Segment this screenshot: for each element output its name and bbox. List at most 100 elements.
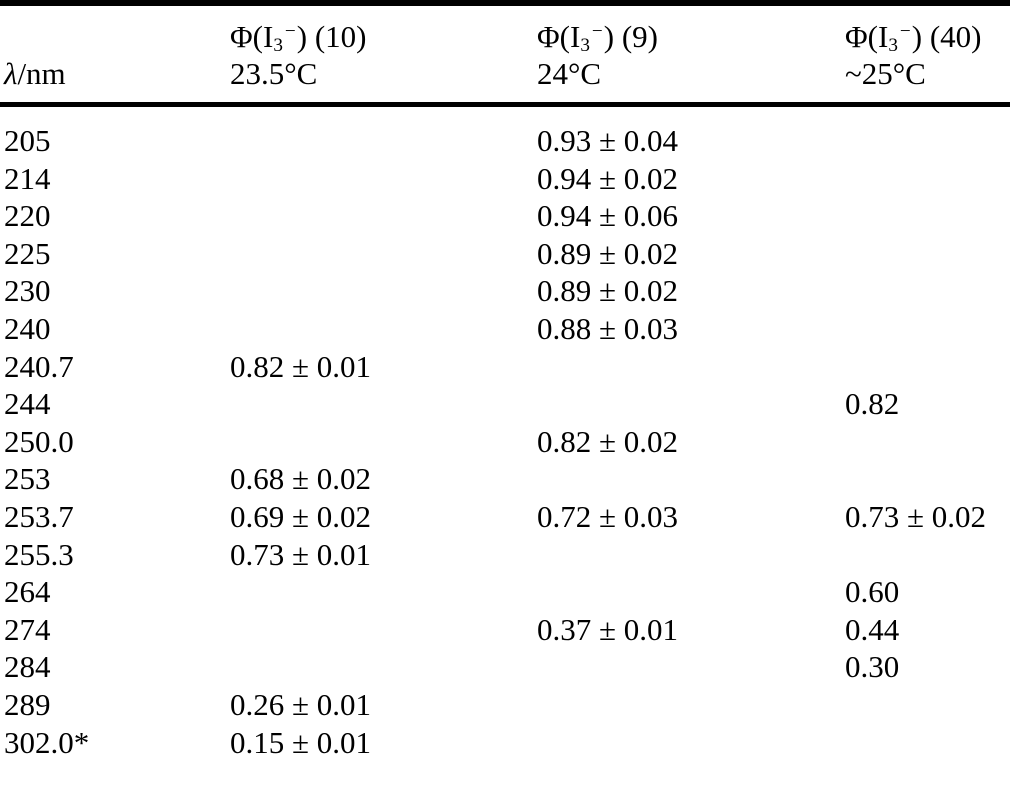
- table-row: 274 0.37 ± 0.01 0.44: [0, 611, 1010, 649]
- value-cell: [533, 648, 841, 686]
- value-cell: 0.60: [845, 574, 900, 610]
- value-cell: 0.94 ± 0.02: [537, 160, 679, 196]
- superscript-minus: −: [899, 21, 911, 43]
- value-cell: 0.82 ± 0.02: [537, 423, 679, 459]
- value-cell: 0.68 ± 0.02: [230, 461, 372, 497]
- value-cell: [533, 385, 841, 423]
- value-cell: [841, 105, 1010, 160]
- col-header-phi-ref40: Φ(I3−) (40) ~25°C: [841, 3, 1010, 105]
- subscript-3: 3: [580, 35, 590, 57]
- table-row: 284 0.30: [0, 648, 1010, 686]
- wavelength-cell: 250.0: [4, 423, 74, 459]
- wavelength-cell: 225: [4, 235, 51, 271]
- table-row: 240 0.88 ± 0.03: [0, 310, 1010, 348]
- table-row: 289 0.26 ± 0.01: [0, 686, 1010, 724]
- table-body: 205 0.93 ± 0.04 214 0.94 ± 0.02 220 0.94 ± …: [0, 105, 1010, 762]
- value-cell: 0.73 ± 0.02: [845, 498, 987, 534]
- table-row: 302.0* 0.15 ± 0.01: [0, 724, 1010, 762]
- lambda-symbol: λ: [4, 56, 18, 91]
- wavelength-cell: 255.3: [4, 536, 74, 572]
- value-cell: 0.72 ± 0.03: [537, 498, 679, 534]
- value-cell: [533, 536, 841, 574]
- value-cell: 0.82 ± 0.01: [230, 348, 372, 384]
- quantum-yield-table: λ/nm Φ(I3−) (10) 23.5°C Φ(I3−) (9) 24°C …: [0, 0, 1010, 762]
- wavelength-cell: 253.7: [4, 498, 74, 534]
- header-row: λ/nm Φ(I3−) (10) 23.5°C Φ(I3−) (9) 24°C …: [0, 3, 1010, 105]
- value-cell: [226, 573, 533, 611]
- table-row: 240.7 0.82 ± 0.01: [0, 348, 1010, 386]
- table-header: λ/nm Φ(I3−) (10) 23.5°C Φ(I3−) (9) 24°C …: [0, 3, 1010, 105]
- table-row: 264 0.60: [0, 573, 1010, 611]
- wavelength-unit: /nm: [17, 56, 66, 91]
- value-cell: [841, 724, 1010, 762]
- value-cell: [226, 648, 533, 686]
- value-cell: [226, 385, 533, 423]
- value-cell: [226, 272, 533, 310]
- wavelength-cell: 264: [4, 574, 51, 610]
- wavelength-cell: 205: [4, 123, 51, 158]
- value-cell: 0.82: [845, 386, 900, 422]
- value-cell: [841, 686, 1010, 724]
- value-cell: [226, 105, 533, 160]
- table-row: 205 0.93 ± 0.04: [0, 105, 1010, 160]
- value-cell: [841, 423, 1010, 461]
- value-cell: [841, 197, 1010, 235]
- value-cell: [226, 197, 533, 235]
- col-header-wavelength: λ/nm: [0, 3, 226, 105]
- value-cell: 0.89 ± 0.02: [537, 273, 679, 309]
- value-cell: 0.73 ± 0.01: [230, 536, 372, 572]
- subscript-3: 3: [273, 35, 283, 57]
- value-cell: [841, 310, 1010, 348]
- phi-expr: Φ(I: [845, 19, 889, 54]
- value-cell: [841, 536, 1010, 574]
- wavelength-cell: 240: [4, 310, 51, 346]
- superscript-minus: −: [591, 21, 603, 43]
- table-row: 214 0.94 ± 0.02: [0, 160, 1010, 198]
- value-cell: [841, 235, 1010, 273]
- value-cell: [841, 160, 1010, 198]
- value-cell: [841, 460, 1010, 498]
- wavelength-cell: 220: [4, 198, 51, 234]
- table-row: 253 0.68 ± 0.02: [0, 460, 1010, 498]
- wavelength-cell: 253: [4, 461, 51, 497]
- value-cell: 0.69 ± 0.02: [230, 498, 372, 534]
- value-cell: [841, 348, 1010, 386]
- wavelength-cell: 230: [4, 273, 51, 309]
- value-cell: [533, 348, 841, 386]
- table-row: 244 0.82: [0, 385, 1010, 423]
- phi-ref: ) (10): [296, 19, 367, 54]
- value-cell: 0.30: [845, 649, 900, 685]
- col-header-phi-ref10: Φ(I3−) (10) 23.5°C: [226, 3, 533, 105]
- table-row: 255.3 0.73 ± 0.01: [0, 536, 1010, 574]
- value-cell: 0.93 ± 0.04: [537, 123, 679, 158]
- wavelength-cell: 214: [4, 160, 51, 196]
- temperature-label: ~25°C: [845, 56, 926, 91]
- value-cell: [226, 611, 533, 649]
- value-cell: 0.94 ± 0.06: [537, 198, 679, 234]
- wavelength-cell: 302.0*: [4, 724, 90, 760]
- wavelength-cell: 240.7: [4, 348, 74, 384]
- table-row: 220 0.94 ± 0.06: [0, 197, 1010, 235]
- value-cell: 0.89 ± 0.02: [537, 235, 679, 271]
- temperature-label: 24°C: [537, 56, 602, 91]
- value-cell: [533, 724, 841, 762]
- value-cell: 0.37 ± 0.01: [537, 611, 679, 647]
- col-header-phi-ref9: Φ(I3−) (9) 24°C: [533, 3, 841, 105]
- value-cell: 0.26 ± 0.01: [230, 686, 372, 722]
- value-cell: [226, 423, 533, 461]
- table-row: 225 0.89 ± 0.02: [0, 235, 1010, 273]
- value-cell: 0.88 ± 0.03: [537, 310, 679, 346]
- value-cell: [533, 573, 841, 611]
- phi-ref: ) (9): [603, 19, 658, 54]
- value-cell: [226, 160, 533, 198]
- wavelength-cell: 284: [4, 649, 51, 685]
- phi-expr: Φ(I: [230, 19, 274, 54]
- value-cell: [226, 235, 533, 273]
- value-cell: [841, 272, 1010, 310]
- wavelength-cell: 274: [4, 611, 51, 647]
- wavelength-cell: 244: [4, 386, 51, 422]
- subscript-3: 3: [888, 35, 898, 57]
- table-row: 230 0.89 ± 0.02: [0, 272, 1010, 310]
- value-cell: [533, 686, 841, 724]
